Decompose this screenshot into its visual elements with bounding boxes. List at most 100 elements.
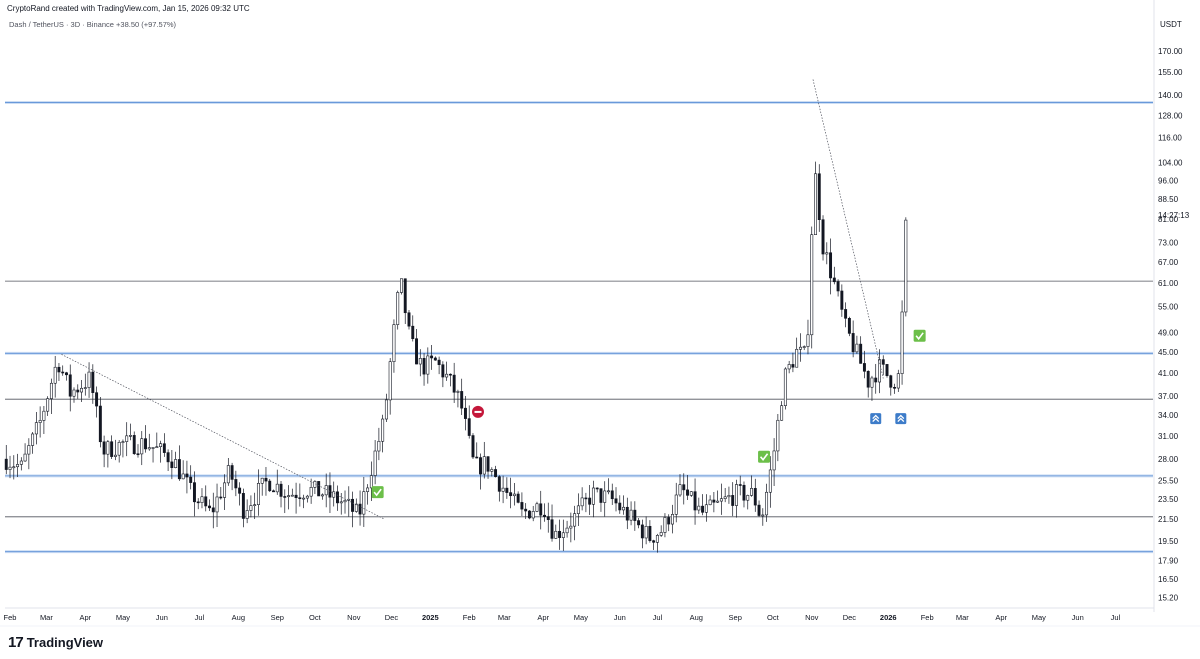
- double-arrow-up-icon: [897, 414, 905, 423]
- candle-body: [798, 346, 802, 350]
- candle-body: [91, 371, 95, 393]
- candle-body: [215, 496, 219, 513]
- candle-body: [46, 398, 50, 412]
- candle-body: [889, 375, 893, 388]
- candle-body: [795, 348, 799, 368]
- candle-body: [731, 495, 735, 506]
- candle-body: [708, 499, 712, 506]
- candle-body: [734, 484, 738, 506]
- candle-body: [580, 497, 584, 507]
- candle-body: [452, 374, 456, 393]
- candle-body: [870, 377, 874, 388]
- x-tick-label: Feb: [921, 613, 934, 622]
- y-tick-label: 67.00: [1158, 258, 1179, 267]
- x-tick-label: Jul: [653, 613, 663, 622]
- candle-body: [878, 359, 881, 383]
- candle-body: [132, 435, 136, 455]
- candle-body: [561, 532, 565, 538]
- candle-body: [806, 334, 810, 347]
- candle-body: [524, 508, 528, 512]
- candle-body: [170, 461, 174, 468]
- x-tick-label: Apr: [79, 613, 91, 622]
- tradingview-mark-icon: 17: [8, 634, 24, 651]
- y-tick-label: 49.00: [1158, 329, 1179, 338]
- candle-body: [317, 481, 321, 497]
- candle-body: [283, 496, 287, 498]
- y-tick-label: 23.50: [1158, 495, 1179, 504]
- candle-body: [825, 252, 829, 255]
- y-tick-label: 116.00: [1158, 134, 1182, 143]
- candle-body: [546, 516, 550, 520]
- candle-body: [512, 493, 516, 497]
- y-tick-label: 155.00: [1158, 68, 1183, 77]
- candle-body: [268, 480, 272, 492]
- candle-body: [234, 479, 238, 489]
- candle-body: [430, 355, 434, 359]
- x-tick-label: May: [574, 613, 588, 622]
- candle-body: [633, 509, 637, 521]
- x-tick-label: May: [1032, 613, 1046, 622]
- candle-body: [76, 389, 80, 393]
- candle-body: [599, 488, 603, 503]
- x-tick-label: Jun: [1072, 613, 1084, 622]
- candle-body: [200, 496, 204, 503]
- candle-body: [117, 441, 121, 456]
- candle-body: [415, 338, 418, 365]
- candle-body: [230, 465, 234, 480]
- candle-body: [264, 477, 268, 482]
- candle-body: [573, 513, 577, 527]
- x-tick-label: Jul: [195, 613, 205, 622]
- candle-body: [241, 493, 245, 519]
- candle-body: [38, 420, 42, 423]
- candle-body: [256, 483, 260, 505]
- y-tick-label: 34.00: [1158, 411, 1179, 420]
- candle-body: [588, 497, 592, 505]
- candle-body: [136, 453, 140, 456]
- candle-body: [23, 453, 27, 462]
- candle-body: [874, 377, 878, 383]
- y-tick-label: 140.00: [1158, 91, 1183, 100]
- candle-body: [866, 370, 870, 388]
- candle-body: [622, 506, 626, 511]
- candle-body: [208, 505, 211, 509]
- candle-body: [324, 485, 328, 496]
- check-mark-icon: [371, 486, 384, 499]
- candle-body: [403, 278, 407, 314]
- candle-body: [309, 487, 313, 497]
- candle-body: [305, 495, 309, 499]
- symbol-name: Dash / TetherUS · 3D · Binance: [9, 20, 114, 29]
- candle-body: [904, 219, 908, 313]
- y-tick-label: 25.50: [1158, 476, 1179, 485]
- candle-body: [65, 372, 68, 376]
- candle-body: [610, 490, 614, 500]
- candle-body: [57, 366, 61, 373]
- candle-body: [783, 368, 787, 406]
- candle-body: [140, 438, 144, 455]
- x-tick-label: May: [116, 613, 130, 622]
- candle-body: [418, 358, 422, 365]
- candle-body: [185, 473, 189, 478]
- candle-body: [765, 491, 769, 516]
- check-mark-icon: [758, 450, 771, 463]
- y-tick-label: 45.00: [1158, 348, 1179, 357]
- candle-body: [196, 501, 200, 504]
- candle-body: [177, 459, 181, 480]
- candle-body: [373, 450, 377, 476]
- candle-body: [840, 290, 844, 310]
- candle-body: [716, 500, 720, 503]
- candle-body: [644, 525, 648, 539]
- candle-body: [336, 491, 339, 504]
- candle-body: [693, 491, 697, 511]
- candle-body: [550, 519, 554, 539]
- candle-body: [475, 456, 479, 459]
- candle-body: [245, 510, 249, 519]
- trendline: [812, 79, 884, 379]
- y-tick-label: 61.00: [1158, 279, 1179, 288]
- x-tick-label: Oct: [767, 613, 780, 622]
- candle-body: [535, 503, 539, 512]
- candle-body: [648, 525, 652, 541]
- candle-body: [689, 491, 693, 496]
- candle-body: [738, 484, 742, 486]
- candle-body: [460, 391, 464, 409]
